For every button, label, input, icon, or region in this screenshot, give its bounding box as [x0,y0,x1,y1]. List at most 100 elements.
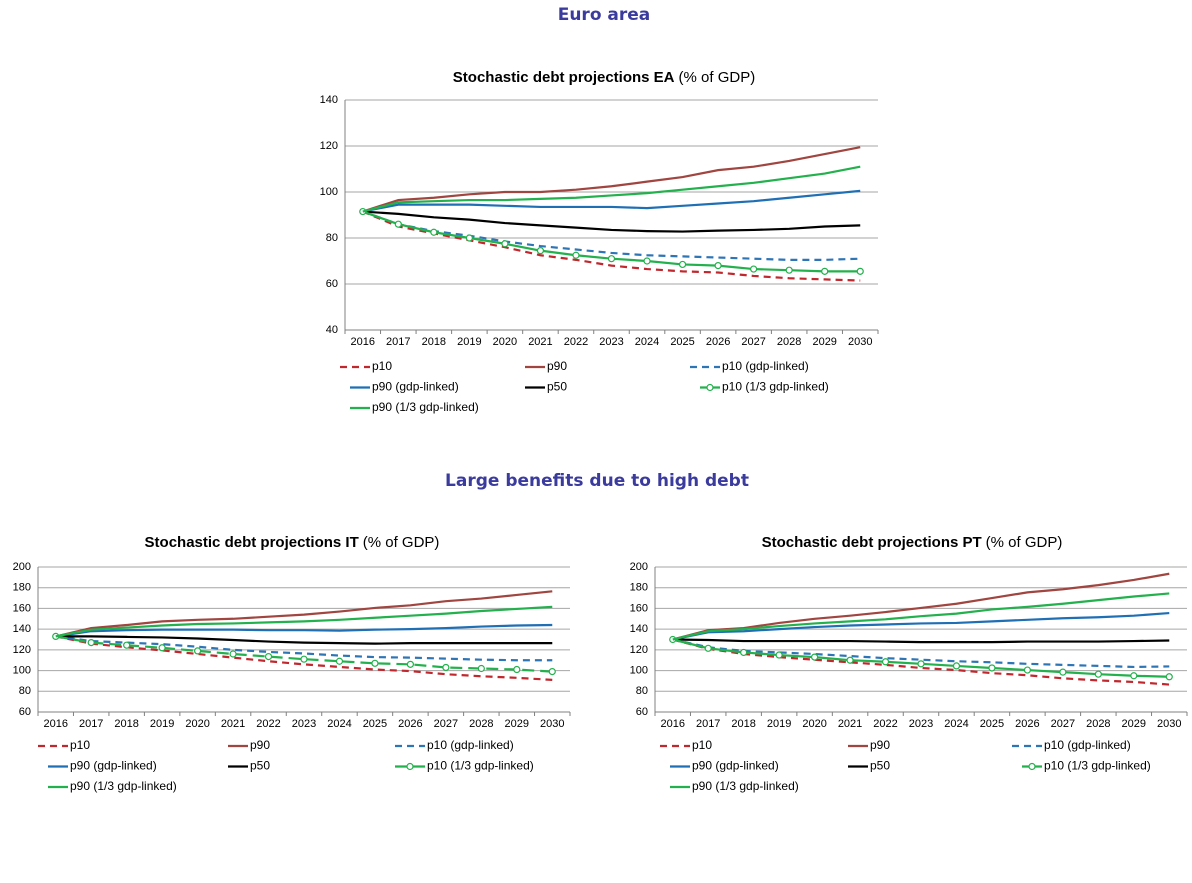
series-marker [740,648,748,657]
series-marker [988,664,996,672]
legend-label: p90 (1/3 gdp-linked) [372,400,479,414]
series-line [672,638,1170,678]
series-line [362,189,861,213]
series-marker [810,653,819,661]
legend-marker [406,762,414,771]
series-marker [465,234,473,242]
x-tick-label: 2018 [114,718,138,730]
legend-label: p50 [870,759,890,773]
legend-label: p10 [70,738,90,752]
series-line [672,592,1170,641]
series-line [362,210,861,282]
x-tick-label: 2018 [731,718,755,730]
series-line [55,623,553,638]
title-main: Stochastic debt projections EA [453,69,675,86]
y-tick-label: 60 [636,706,648,718]
series-line [55,635,553,662]
y-tick-label: 80 [636,685,648,697]
series-marker [194,647,202,655]
legend-label: p10 (gdp-linked) [1044,738,1131,752]
y-tick-label: 60 [19,706,31,718]
legend-label: p50 [547,380,567,394]
x-tick-label: 2030 [1157,718,1181,730]
series-line [362,165,861,213]
x-tick-label: 2020 [185,718,209,730]
section-heading: Large benefits due to high debt [445,471,749,491]
x-tick-label: 2029 [812,336,836,348]
x-tick-label: 2020 [802,718,826,730]
series-marker [1059,668,1067,676]
y-tick-label: 80 [326,232,338,244]
y-tick-label: 160 [630,602,648,614]
series-marker [714,262,722,270]
series-marker [917,660,925,668]
x-tick-label: 2023 [599,336,623,348]
x-tick-label: 2026 [706,336,730,348]
series-marker [430,228,438,236]
x-tick-label: 2024 [327,718,351,730]
x-tick-label: 2024 [635,336,659,348]
y-tick-label: 100 [630,664,648,676]
series-marker [881,658,890,666]
series-marker [775,651,783,659]
x-tick-label: 2016 [660,718,684,730]
series-line [55,635,553,645]
x-tick-label: 2017 [79,718,103,730]
series-marker [678,260,687,269]
legend-label: p90 [870,738,890,752]
x-tick-label: 2020 [493,336,517,348]
y-tick-label: 140 [13,623,31,635]
series-marker [300,655,308,663]
y-tick-label: 60 [326,278,338,290]
series-marker [548,668,556,676]
legend-label: p90 (gdp-linked) [372,380,459,394]
x-tick-label: 2026 [398,718,422,730]
y-tick-label: 100 [13,664,31,676]
chart-title: Stochastic debt projections IT (% of GDP) [145,534,440,551]
x-tick-label: 2019 [150,718,174,730]
series-marker [1094,670,1102,678]
x-tick-label: 2027 [1051,718,1075,730]
x-tick-label: 2021 [221,718,245,730]
legend-label: p10 [692,738,712,752]
legend-label: p10 (1/3 gdp-linked) [1044,759,1151,773]
x-tick-label: 2028 [469,718,493,730]
series-marker [394,220,402,228]
y-tick-label: 40 [326,324,338,336]
series-marker [1165,673,1173,681]
series-marker [643,257,651,265]
series-line [362,146,861,213]
legend-label: p10 [372,359,392,373]
series-line [672,638,1170,644]
y-tick-label: 180 [13,582,31,594]
legend-label: p90 (gdp-linked) [70,759,157,773]
series-marker [442,663,450,672]
legend-marker [1028,762,1036,771]
series-marker [264,652,273,661]
x-tick-label: 2027 [741,336,765,348]
y-tick-label: 80 [19,685,31,697]
legend-label: p10 (1/3 gdp-linked) [427,759,534,773]
series-marker [750,265,758,273]
legend-label: p10 (gdp-linked) [722,359,809,373]
legend-label: p90 (gdp-linked) [692,759,779,773]
series-marker [229,650,237,658]
x-tick-label: 2027 [434,718,458,730]
x-tick-label: 2017 [696,718,720,730]
legend-marker [706,383,714,392]
legend-label: p90 (1/3 gdp-linked) [692,779,799,793]
x-tick-label: 2023 [909,718,933,730]
x-tick-label: 2016 [351,336,375,348]
series-marker [501,240,509,248]
x-tick-label: 2021 [838,718,862,730]
y-tick-label: 100 [320,186,338,198]
legend-label: p50 [250,759,270,773]
chart-title: Stochastic debt projections PT (% of GDP) [762,534,1063,551]
legend-label: p90 [250,738,270,752]
y-tick-label: 140 [320,94,338,106]
y-tick-label: 140 [630,623,648,635]
x-tick-label: 2017 [386,336,410,348]
y-tick-label: 120 [630,644,648,656]
x-tick-label: 2021 [528,336,552,348]
